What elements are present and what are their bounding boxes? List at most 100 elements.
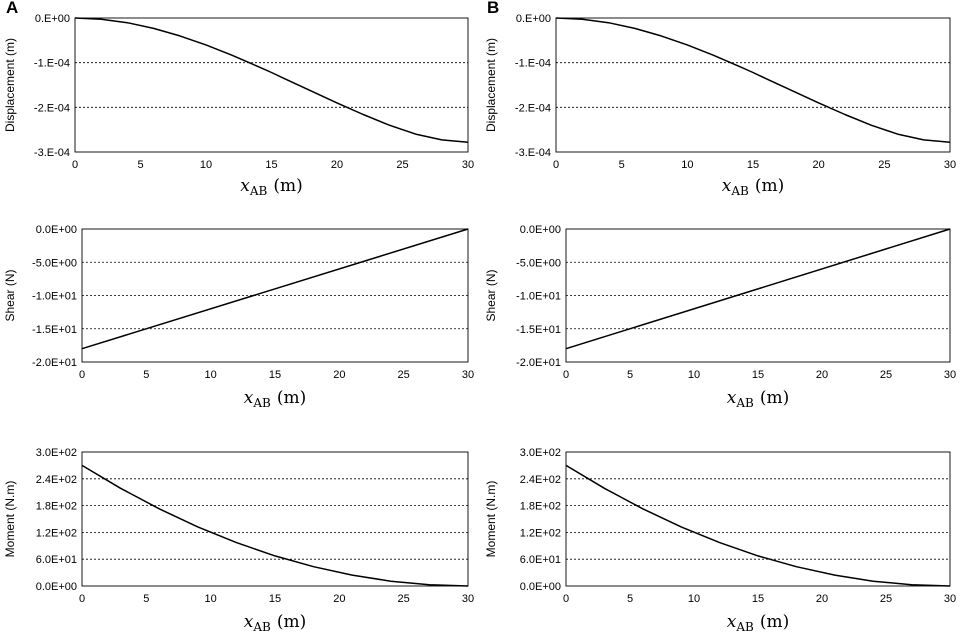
displacement-b-chart: 0.E+00 -1.E-04 -2.E-04 -3.E-040 5 10 15 20 25 30 D… xyxy=(484,13,956,198)
displacement-a-xtick-label: 5 xyxy=(137,159,143,171)
moment-a-xtick-label: 15 xyxy=(269,593,281,605)
moment-b-xlabel-var: x xyxy=(727,612,737,632)
moment-a-ytick-label: 1.2E+02 xyxy=(36,527,77,539)
displacement-b-xtick-label: 20 xyxy=(813,159,825,171)
displacement-a-ytick-label: -1.E-04 xyxy=(34,58,70,70)
moment-b-ytick-label: 0.0E+00 xyxy=(520,581,561,593)
moment-b-xtick-label: 20 xyxy=(816,593,828,605)
shear-b-xtick-label: 30 xyxy=(944,369,956,381)
shear-a-xlabel-var: x xyxy=(244,388,254,408)
displacement-a-xlabel-sub: AB xyxy=(249,184,268,198)
shear-b-ytick-label: -1.5E+01 xyxy=(516,324,561,336)
moment-b-xtick-label: 15 xyxy=(752,593,764,605)
shear-a-xlabel-sub: AB xyxy=(252,396,271,410)
shear-b-xtick-label: 15 xyxy=(752,369,764,381)
panel-label-a: A xyxy=(6,0,19,17)
shear-a-ytick-label: 0.0E+00 xyxy=(36,224,77,236)
displacement-b-xlabel: xAB (m) xyxy=(722,176,784,198)
displacement-a-ytick-label: -2.E-04 xyxy=(34,102,70,114)
shear-a-ylabel: Shear (N) xyxy=(3,269,17,321)
shear-b-xtick-label: 20 xyxy=(816,369,828,381)
shear-b-ylabel: Shear (N) xyxy=(484,269,498,321)
shear-b-ytick-label: -2.0E+01 xyxy=(516,357,561,369)
displacement-a-xtick-label: 10 xyxy=(200,159,212,171)
shear-b-ytick-label: 0.0E+00 xyxy=(520,224,561,236)
shear-a-chart: 0.0E+00 -5.0E+00 -1.0E+01 -1.5E+01 -2.0E+010… xyxy=(3,224,474,410)
displacement-b-series-line xyxy=(555,17,951,143)
shear-b-series-line xyxy=(565,228,951,350)
moment-b-plot-frame xyxy=(565,451,951,587)
displacement-a-xlabel-var: x xyxy=(240,176,250,196)
shear-b-xtick-label: 5 xyxy=(627,369,633,381)
displacement-b-xtick-label: 30 xyxy=(944,159,956,171)
moment-a-plot-frame xyxy=(81,451,469,587)
shear-a-plot-frame xyxy=(81,228,469,363)
shear-a-xtick-label: 15 xyxy=(269,369,281,381)
displacement-b-xtick-label: 25 xyxy=(878,159,890,171)
displacement-a-chart: 0.E+00 -1.E-04 -2.E-04 -3.E-040 5 10 15 20 25 30 D… xyxy=(3,13,474,198)
moment-a-xtick-label: 5 xyxy=(143,593,149,605)
displacement-a-plot-frame xyxy=(74,17,469,153)
moment-a-ytick-label: 1.8E+02 xyxy=(36,501,77,513)
displacement-b-ytick-label: -1.E-04 xyxy=(515,58,551,70)
displacement-a-xtick-label: 30 xyxy=(462,159,474,171)
moment-a-ytick-label: 0.0E+00 xyxy=(36,581,77,593)
shear-b-chart: 0.0E+00 -5.0E+00 -1.0E+01 -1.5E+01 -2.0E+010… xyxy=(484,224,956,410)
moment-b-chart: 0.0E+00 6.0E+01 1.2E+02 1.8E+02 2.4E+02 3.0E+… xyxy=(484,447,956,633)
moment-a-xtick-label: 25 xyxy=(398,593,410,605)
shear-a-ytick-label: -1.0E+01 xyxy=(32,291,77,303)
moment-b-xtick-label: 5 xyxy=(627,593,633,605)
shear-b-ytick-label: -1.0E+01 xyxy=(516,291,561,303)
shear-a-xtick-label: 20 xyxy=(333,369,345,381)
shear-b-xtick-label: 10 xyxy=(688,369,700,381)
shear-a-xtick-label: 25 xyxy=(398,369,410,381)
shear-a-xtick-label: 5 xyxy=(143,369,149,381)
moment-a-xtick-label: 10 xyxy=(205,593,217,605)
displacement-a-xtick-label: 0 xyxy=(72,159,78,171)
moment-b-series-line xyxy=(565,464,951,587)
moment-b-ytick-label: 3.0E+02 xyxy=(520,447,561,459)
shear-b-xlabel-unit: (m) xyxy=(760,388,789,408)
displacement-a-ytick-label: -3.E-04 xyxy=(34,147,70,159)
displacement-a-xtick-label: 20 xyxy=(331,159,343,171)
displacement-a-xtick-label: 15 xyxy=(265,159,277,171)
shear-a-ytick-label: -2.0E+01 xyxy=(32,357,77,369)
shear-b-xlabel-var: x xyxy=(727,388,737,408)
moment-a-xtick-label: 0 xyxy=(79,593,85,605)
moment-b-xlabel-sub: AB xyxy=(735,620,754,633)
moment-a-xtick-label: 20 xyxy=(333,593,345,605)
displacement-b-xlabel-var: x xyxy=(722,176,732,196)
displacement-a-xlabel: xAB (m) xyxy=(240,176,302,198)
displacement-b-ytick-label: -2.E-04 xyxy=(515,102,551,114)
moment-a-xtick-label: 30 xyxy=(462,593,474,605)
displacement-a-xtick-label: 25 xyxy=(396,159,408,171)
moment-a-xlabel: xAB (m) xyxy=(244,612,306,633)
displacement-b-xtick-label: 15 xyxy=(747,159,759,171)
shear-a-xlabel-unit: (m) xyxy=(277,388,306,408)
moment-a-series-line xyxy=(81,464,469,587)
panel-label-b: B xyxy=(487,0,500,17)
moment-b-ytick-label: 1.8E+02 xyxy=(520,501,561,513)
shear-a-xtick-label: 0 xyxy=(79,369,85,381)
shear-a-ytick-label: -1.5E+01 xyxy=(32,324,77,336)
moment-a-ytick-label: 2.4E+02 xyxy=(36,474,77,486)
shear-a-series-line xyxy=(81,228,469,350)
moment-b-xlabel: xAB (m) xyxy=(727,612,789,633)
shear-b-xtick-label: 25 xyxy=(880,369,892,381)
moment-b-xtick-label: 25 xyxy=(880,593,892,605)
displacement-b-ytick-label: 0.E+00 xyxy=(516,13,551,25)
displacement-b-xtick-label: 5 xyxy=(619,159,625,171)
shear-b-ytick-label: -5.0E+00 xyxy=(516,257,561,269)
moment-b-ytick-label: 2.4E+02 xyxy=(520,474,561,486)
displacement-a-ylabel: Displacement (m) xyxy=(3,38,17,132)
moment-a-xlabel-sub: AB xyxy=(252,620,271,633)
shear-b-xlabel-sub: AB xyxy=(735,396,754,410)
moment-b-xlabel-unit: (m) xyxy=(760,612,789,632)
moment-b-ytick-label: 1.2E+02 xyxy=(520,527,561,539)
displacement-a-xlabel-unit: (m) xyxy=(273,176,302,196)
displacement-b-xtick-label: 0 xyxy=(553,159,559,171)
moment-b-ytick-label: 6.0E+01 xyxy=(520,554,561,566)
shear-a-xtick-label: 30 xyxy=(462,369,474,381)
moment-a-xlabel-unit: (m) xyxy=(277,612,306,632)
